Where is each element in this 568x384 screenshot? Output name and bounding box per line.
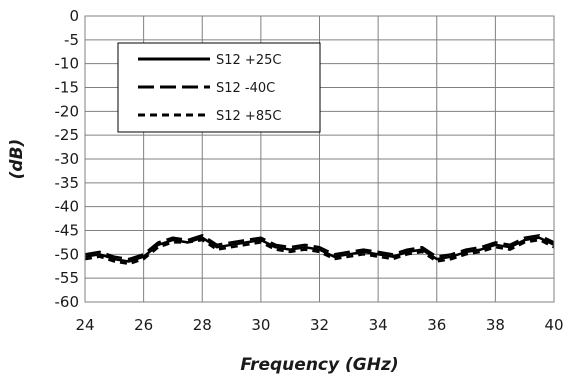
y-tick-label: -30	[55, 150, 80, 168]
x-axis-label: Frequency (GHz)	[240, 355, 398, 375]
x-tick-label: 38	[486, 316, 505, 334]
series-line-3	[84, 238, 555, 266]
x-tick-label: 32	[310, 316, 329, 334]
plot-frame	[84, 15, 555, 303]
y-tick-label: -40	[55, 198, 80, 216]
y-tick-label: -60	[55, 293, 80, 311]
x-tick-label: 28	[193, 316, 212, 334]
x-tick-label: 24	[75, 316, 94, 334]
x-tick-label: 34	[369, 316, 388, 334]
x-tick-label: 30	[251, 316, 270, 334]
y-tick-label: -45	[55, 222, 80, 240]
y-tick-label: -50	[55, 245, 80, 263]
legend-label: S12 -40C	[216, 81, 275, 96]
x-tick-label: 36	[427, 316, 446, 334]
series-lines	[84, 234, 555, 266]
series-line-2	[84, 234, 555, 261]
y-tick-label: -55	[55, 269, 80, 287]
y-tick-label: 0	[69, 7, 79, 25]
x-tick-label: 40	[544, 316, 563, 334]
x-tick-label: 26	[134, 316, 153, 334]
legend-label: S12 +25C	[216, 53, 281, 68]
y-tick-label: -25	[55, 126, 80, 144]
y-tick-label: -5	[64, 31, 79, 49]
y-tick-label: -15	[55, 79, 80, 97]
y-tick-label: -20	[55, 102, 80, 120]
legend-label: S12 +85C	[216, 109, 281, 124]
x-tick-labels: 24 26 28 30 32 34 36 38 40	[75, 316, 563, 334]
y-tick-label: -10	[55, 55, 80, 73]
y-tick-labels: 0 -5 -10 -15 -20 -25 -30 -35 -40 -45 -50 -55 -60	[55, 7, 80, 311]
y-axis-label: (dB)	[7, 139, 27, 180]
series-line-1	[84, 236, 555, 263]
legend: S12 +25C S12 -40C S12 +85C	[117, 42, 321, 133]
legend-items: S12 +25C S12 -40C S12 +85C	[138, 53, 281, 124]
y-tick-label: -35	[55, 174, 80, 192]
